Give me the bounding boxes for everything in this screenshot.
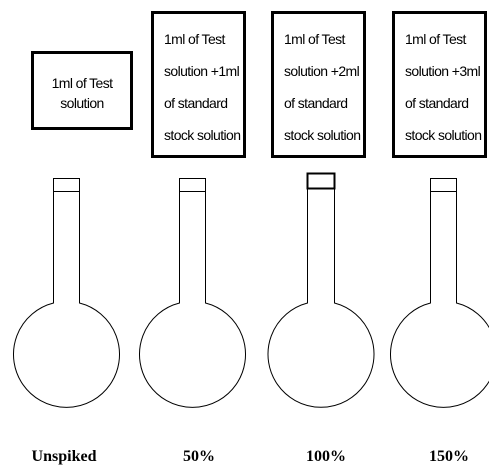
volumetric-flask-50-percent [139,178,246,408]
label-line: of standard [164,95,228,111]
label-box-100-percent: 1ml of Test solution +2ml of standard st… [271,11,366,158]
caption-unspiked: Unspiked [31,448,97,465]
volumetric-flask-150-percent [390,178,489,408]
label-box-unspiked: 1ml of Test solution [31,51,133,130]
label-line: solution +1ml [164,63,240,79]
label-line: stock solution [284,127,361,143]
label-line: 1ml of Test [51,74,113,91]
label-line: solution [60,94,104,111]
label-line: solution +2ml [284,63,360,79]
caption-150-percent: 150% [429,448,469,465]
volumetric-flask-unspiked [13,178,120,408]
label-line: 1ml of Test [284,31,345,47]
flask-stopper [430,178,457,192]
flask-body [139,191,246,408]
label-line: stock solution [405,127,482,143]
flask-body [13,191,120,408]
caption-50-percent: 50% [183,448,215,465]
label-box-150-percent: 1ml of Test solution +3ml of standard st… [392,11,487,158]
label-box-50-percent: 1ml of Test solution +1ml of standard st… [151,11,246,158]
caption-100-percent: 100% [306,448,346,465]
flask-body [390,191,489,408]
volumetric-flask-100-percent [267,172,375,408]
label-line: of standard [405,95,469,111]
flask-body [267,189,375,408]
label-line: 1ml of Test [164,31,225,47]
label-line: 1ml of Test [405,31,466,47]
flask-stopper [53,178,80,192]
label-line: of standard [284,95,348,111]
label-line: stock solution [164,127,241,143]
label-line: solution +3ml [405,63,481,79]
flask-stopper [306,172,336,190]
flask-stopper [179,178,206,192]
